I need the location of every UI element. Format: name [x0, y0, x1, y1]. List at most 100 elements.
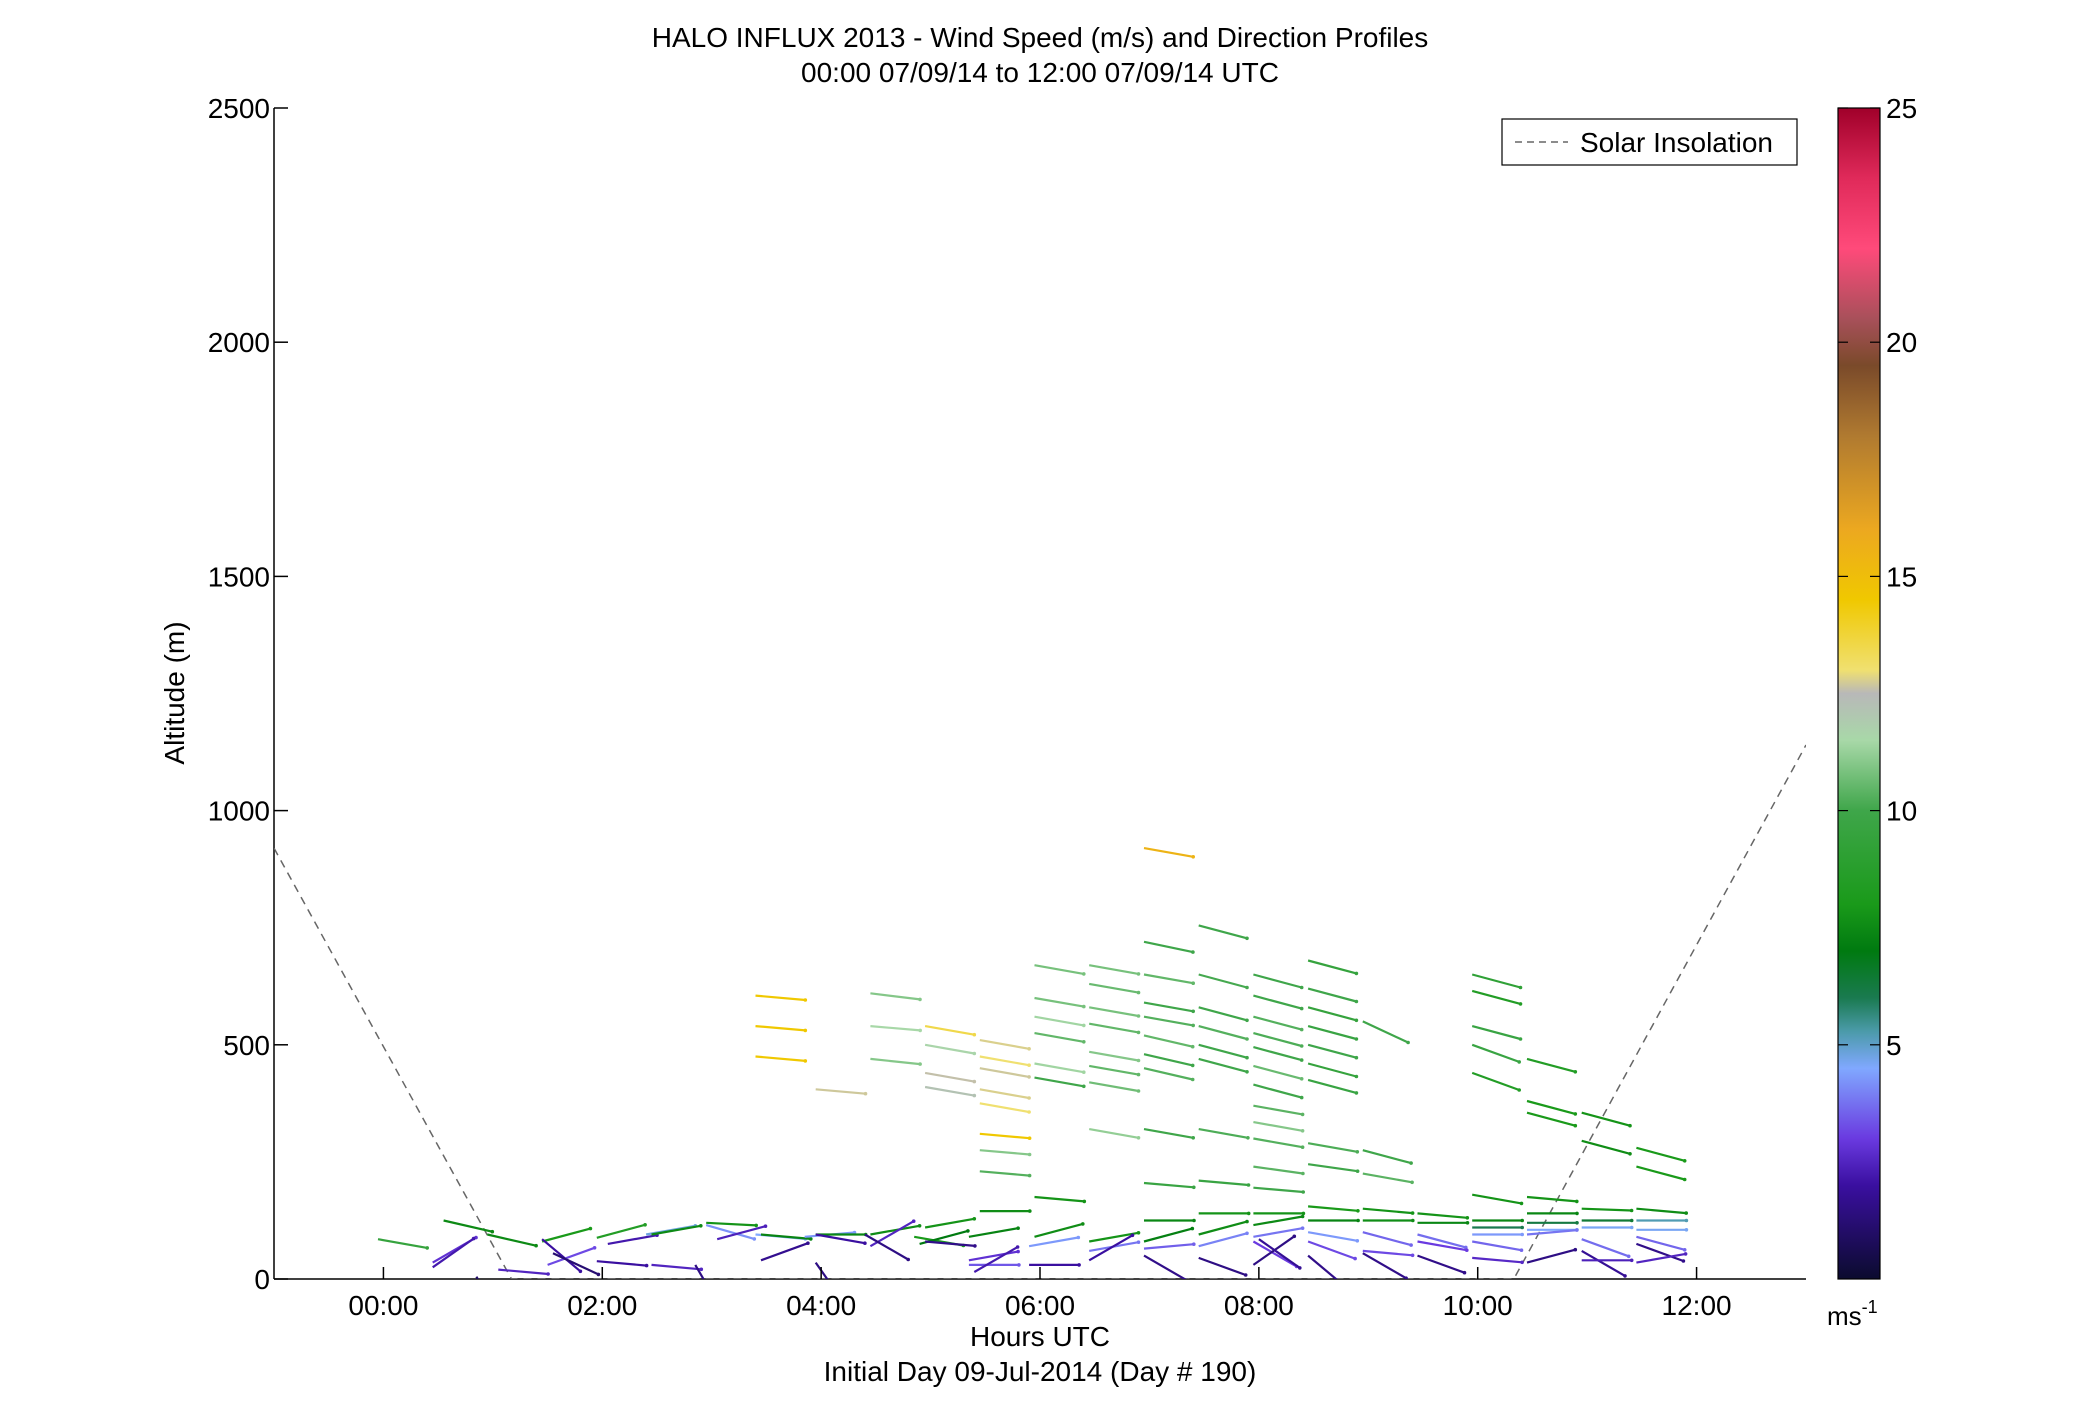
wind-barb — [1307, 1231, 1358, 1242]
wind-barb-tip — [1517, 1088, 1521, 1092]
wind-barb-tip — [1354, 999, 1359, 1004]
x-tick-label: 02:00 — [567, 1290, 637, 1321]
wind-barb-tip — [1246, 1211, 1251, 1216]
wind-barb — [1253, 1064, 1302, 1080]
wind-barb-tip — [1015, 1245, 1020, 1249]
wind-barb — [755, 994, 806, 1002]
wind-barb-tip — [1299, 1077, 1304, 1081]
wind-barb-tip — [1682, 1177, 1687, 1182]
wind-barb-tip — [1355, 1169, 1360, 1173]
wind-barb-tip — [806, 1241, 810, 1245]
wind-barb-tip — [1299, 1027, 1304, 1032]
wind-barb — [1253, 1137, 1303, 1149]
wind-barb-tip — [1354, 1091, 1359, 1095]
wind-barb-tip — [972, 1093, 977, 1098]
wind-barb — [706, 1221, 757, 1227]
wind-barb-tip — [1191, 1009, 1195, 1014]
wind-barb — [1581, 1139, 1631, 1155]
wind-barb — [541, 1227, 591, 1243]
wind-barb-tip — [803, 1028, 808, 1033]
wind-barb-tip — [644, 1263, 649, 1268]
wind-barb-tip — [1404, 1276, 1408, 1279]
wind-barb — [1143, 1034, 1193, 1048]
wind-barb — [1307, 1254, 1338, 1279]
wind-barb — [1253, 1083, 1302, 1099]
wind-barb-tip — [1027, 1173, 1032, 1178]
wind-barb-tip — [1354, 971, 1359, 976]
wind-barb — [979, 1132, 1030, 1140]
wind-barb — [1526, 1229, 1577, 1236]
wind-barb-tip — [1191, 1136, 1195, 1140]
wind-barb — [1089, 964, 1139, 975]
wind-barb — [1143, 1053, 1193, 1067]
wind-barb-tip — [1573, 1112, 1578, 1116]
wind-barb-tip — [1682, 1159, 1687, 1163]
wind-barb — [979, 1170, 1030, 1177]
wind-barb — [1362, 1231, 1412, 1247]
y-tick-label: 2000 — [208, 327, 270, 358]
wind-barb-tip — [1027, 1110, 1031, 1114]
wind-barb-tip — [1136, 1240, 1141, 1244]
wind-barb — [1472, 1256, 1523, 1264]
wind-barb-tip — [1623, 1274, 1627, 1278]
wind-barb — [979, 1055, 1030, 1067]
wind-barb — [755, 1055, 806, 1062]
x-axis-label-day: Initial Day 09-Jul-2014 (Day # 190) — [824, 1356, 1257, 1387]
wind-barb-tip — [1292, 1234, 1297, 1239]
wind-barb-tip — [1191, 855, 1195, 859]
colorbar-unit-base: ms — [1827, 1301, 1862, 1331]
wind-barb — [870, 1057, 921, 1066]
wind-barb — [760, 1242, 809, 1262]
wind-barb-tip — [1464, 1245, 1468, 1250]
wind-barb-tip — [1681, 1259, 1686, 1263]
colorbar-tick-label: 20 — [1886, 327, 1917, 358]
wind-barb — [1034, 1222, 1084, 1238]
wind-barb — [1362, 1020, 1409, 1044]
wind-barb — [1143, 1243, 1194, 1250]
wind-barb-tip — [1082, 1070, 1086, 1074]
wind-barb-tip — [1354, 1074, 1359, 1079]
wind-barb — [1253, 973, 1302, 989]
wind-barb — [1089, 1006, 1139, 1018]
wind-barb-tip — [1684, 1228, 1689, 1232]
wind-barb-tip — [863, 1091, 868, 1096]
wind-barb-tip — [1245, 1070, 1249, 1074]
wind-barb — [979, 1149, 1030, 1156]
wind-barb-tip — [1300, 1112, 1305, 1117]
wind-barb — [1307, 1240, 1356, 1260]
wind-barb — [1198, 1179, 1249, 1187]
wind-barb-tip — [1355, 1150, 1360, 1154]
wind-barb-tip — [1027, 1136, 1032, 1140]
legend-label: Solar Insolation — [1580, 127, 1773, 158]
wind-barb — [694, 1264, 705, 1279]
wind-barb — [924, 1071, 975, 1083]
wind-barb-tip — [1136, 1030, 1141, 1035]
wind-barb — [760, 1233, 811, 1240]
wind-barb — [487, 1233, 537, 1247]
wind-barb-tip — [1462, 1270, 1467, 1275]
wind-barb — [1253, 1165, 1304, 1175]
wind-barb — [1581, 1207, 1632, 1212]
wind-barb-tip — [500, 1318, 504, 1322]
wind-barb — [1253, 1186, 1304, 1194]
wind-barb — [1198, 1057, 1248, 1073]
wind-barb-tip — [1245, 1037, 1249, 1041]
wind-barb-tip — [1082, 1023, 1086, 1028]
wind-barb-tip — [1520, 1232, 1524, 1237]
wind-barb-tip — [1192, 1218, 1196, 1223]
wind-barb-tip — [972, 1032, 977, 1037]
wind-barb — [1636, 1252, 1686, 1264]
wind-barb-tip — [911, 1219, 916, 1223]
wind-barb-tip — [1245, 1219, 1249, 1224]
wind-barb — [1034, 996, 1084, 1008]
y-tick-label: 1000 — [208, 796, 270, 827]
wind-barb-tip — [1298, 1266, 1302, 1270]
wind-barb — [1471, 1025, 1521, 1041]
wind-barb — [1526, 1195, 1577, 1203]
wind-barb — [1472, 1240, 1522, 1252]
wind-barb-tip — [1353, 1256, 1357, 1261]
wind-barb — [705, 1224, 755, 1240]
wind-barb-tip — [1406, 1040, 1410, 1045]
wind-barb — [973, 1246, 1019, 1273]
wind-barb — [1198, 1232, 1248, 1248]
